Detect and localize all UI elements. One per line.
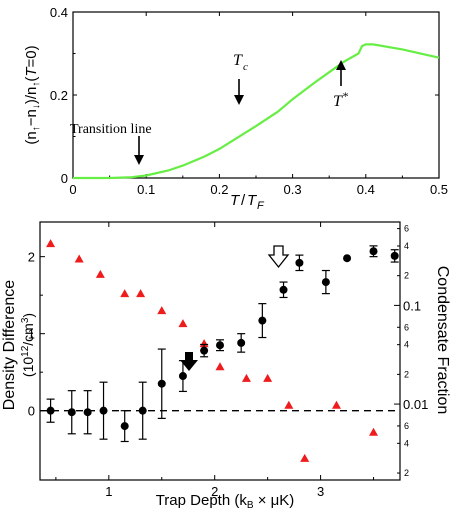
bottom-x-axis-label: Trap Depth (kB × μK) [156, 492, 295, 511]
top-x-tick-label: 0 [69, 182, 76, 197]
circle-point [369, 247, 378, 256]
triangle-point [263, 373, 273, 382]
bottom-y-tick-label: 2 [28, 250, 35, 265]
bottom-y-axis-label-units: (1012/cm3) [20, 313, 36, 377]
svg-text:/: / [241, 192, 246, 209]
bottom-y-tick-label: 0 [28, 404, 35, 419]
top-y-axis-label: (n↑−n↓)/n↑(T=0) [23, 45, 42, 144]
right-axis-minor-label: 2 [404, 369, 409, 379]
right-axis-major-label: 0.1 [403, 298, 421, 313]
circle-point [67, 408, 76, 417]
top-y-tick-label: 0 [61, 171, 68, 186]
circle-point [321, 278, 330, 287]
top-y-tick-label: 0.4 [50, 5, 68, 20]
right-axis-label: Condensate Fraction [434, 266, 451, 415]
top-x-tick-label: 0.3 [284, 182, 302, 197]
top-x-tick-label: 0.5 [430, 182, 448, 197]
svg-text:*: * [342, 89, 348, 103]
svg-text:Density Difference: Density Difference [1, 280, 18, 411]
bottom-x-tick-label: 2 [211, 484, 218, 499]
circle-point [83, 408, 92, 417]
filled-down-arrow [180, 352, 198, 371]
svg-text:T: T [333, 93, 343, 110]
annotation-tc: T c [233, 52, 248, 73]
svg-text:T: T [233, 52, 243, 69]
top-chart: 0 0.1 0.2 0.3 0.4 0.5 0 0.2 0.4 Transition line… [23, 5, 448, 212]
svg-text:(1012/cm3): (1012/cm3) [20, 313, 36, 377]
right-axis-minor-label: 2 [404, 271, 409, 281]
circle-point [157, 379, 166, 388]
bottom-x-ticks: 1 2 3 [55, 222, 375, 499]
top-x-tick-label: 0.2 [210, 182, 228, 197]
bottom-y-axis-label: Density Difference [1, 280, 18, 411]
bottom-plot-frame [39, 221, 401, 481]
annotation-tstar: T * [333, 89, 348, 110]
top-y-tick-label: 0.2 [50, 88, 68, 103]
triangle-point [46, 239, 56, 248]
circle-point [138, 406, 147, 415]
bottom-x-tick-label: 1 [105, 484, 112, 499]
arrow-tstar [336, 60, 346, 86]
top-y-ticks: 0 0.2 0.4 [50, 5, 439, 186]
circle-point [216, 341, 224, 350]
triangle-point [74, 254, 84, 263]
circle-point [99, 406, 108, 415]
top-x-axis-label: T / T F [230, 192, 265, 212]
circle-point [120, 422, 129, 431]
triangle-point [199, 339, 209, 348]
right-axis-ticks: 6 4 2 6 4 2 6 4 2 0.1 0.01 [394, 224, 428, 478]
right-axis-major-label: 0.01 [403, 397, 428, 412]
triangle-point [300, 453, 310, 462]
triangle-point [331, 400, 341, 409]
triangle-point [95, 269, 105, 278]
circle-point [295, 258, 304, 267]
right-axis-minor-label: 6 [404, 322, 409, 332]
triangle-series [46, 239, 379, 462]
circle-point [237, 338, 246, 347]
svg-text:T: T [230, 192, 241, 209]
right-axis-minor-label: 6 [404, 224, 409, 234]
circle-point [390, 251, 399, 260]
right-axis-minor-label: 4 [404, 340, 409, 350]
arrow-transition-line [134, 136, 144, 165]
triangle-point [157, 306, 167, 315]
top-x-tick-label: 0.4 [357, 182, 375, 197]
circle-point [178, 372, 187, 381]
right-axis-minor-label: 6 [404, 421, 409, 431]
svg-text:Trap Depth (kB × μK): Trap Depth (kB × μK) [156, 492, 295, 511]
circle-point [279, 285, 288, 294]
svg-text:Condensate Fraction: Condensate Fraction [434, 266, 451, 415]
open-down-arrow [267, 245, 290, 269]
triangle-point [136, 289, 146, 298]
bottom-chart: 1 2 3 0 1 2 6 4 2 6 4 2 6 4 2 0.1 0.01 Trap Depth (kB … [1, 221, 451, 511]
triangle-point [215, 362, 225, 371]
svg-text:F: F [257, 200, 265, 212]
circle-series [46, 245, 399, 443]
arrow-tc [234, 79, 244, 105]
top-series-line [73, 43, 440, 180]
triangle-point [284, 400, 294, 409]
top-x-tick-label: 0.1 [137, 182, 155, 197]
svg-text:c: c [243, 61, 248, 73]
right-axis-minor-label: 4 [404, 438, 409, 448]
triangle-point [120, 289, 130, 298]
right-axis-minor-label: 4 [404, 241, 409, 251]
triangle-point [369, 427, 379, 436]
circle-point [343, 254, 352, 263]
triangle-point [241, 373, 251, 382]
circle-point [258, 316, 267, 325]
svg-text:(n↑−n↓)/n↑(T=0): (n↑−n↓)/n↑(T=0) [23, 45, 42, 144]
top-x-ticks: 0 0.1 0.2 0.3 0.4 0.5 [69, 12, 448, 197]
annotation-transition-line: Transition line [70, 122, 152, 137]
bottom-x-tick-label: 3 [317, 484, 324, 499]
triangle-point [178, 319, 188, 328]
top-plot-frame [72, 11, 440, 179]
circle-point [46, 406, 55, 415]
right-axis-minor-label: 2 [404, 468, 409, 478]
circle-point [200, 346, 209, 355]
bottom-y-tick-label: 1 [28, 327, 35, 342]
svg-text:T: T [247, 192, 258, 209]
